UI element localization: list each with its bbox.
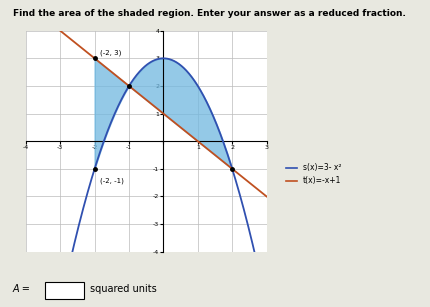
Legend: s(x)=3- x², t(x)=-x+1: s(x)=3- x², t(x)=-x+1 bbox=[283, 161, 344, 188]
Text: (-2, 3): (-2, 3) bbox=[100, 49, 121, 56]
Text: (-2, -1): (-2, -1) bbox=[100, 178, 124, 184]
Text: squared units: squared units bbox=[90, 284, 157, 293]
Text: A =: A = bbox=[13, 284, 31, 293]
Text: Find the area of the shaded region. Enter your answer as a reduced fraction.: Find the area of the shaded region. Ente… bbox=[13, 9, 406, 18]
FancyBboxPatch shape bbox=[45, 282, 84, 299]
